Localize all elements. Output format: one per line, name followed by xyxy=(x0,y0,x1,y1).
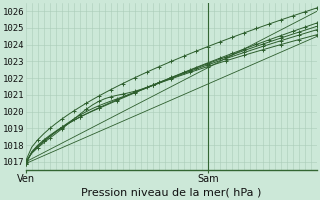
X-axis label: Pression niveau de la mer( hPa ): Pression niveau de la mer( hPa ) xyxy=(81,187,262,197)
